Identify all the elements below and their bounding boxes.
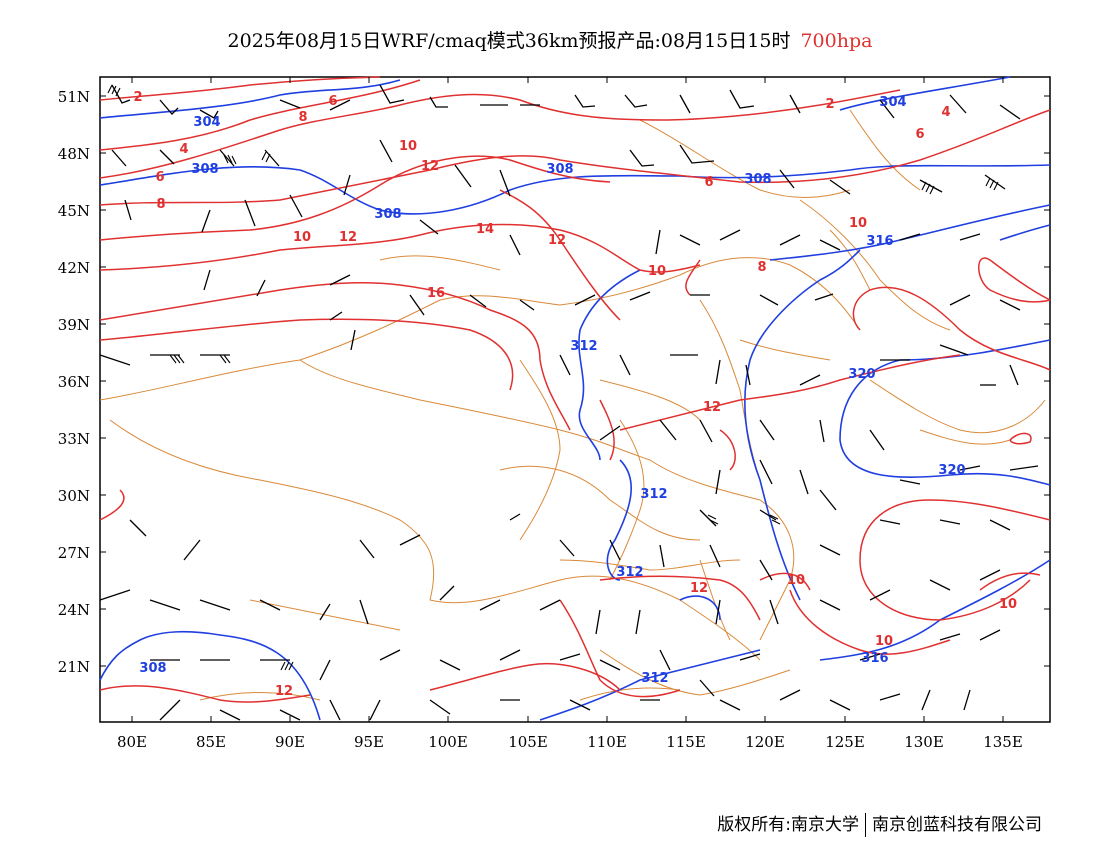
lat-label: 21N: [58, 658, 90, 676]
temp-label: 4: [941, 105, 950, 120]
temp-label: 14: [476, 222, 494, 237]
height-label: 312: [616, 565, 643, 580]
height-label: 312: [641, 671, 668, 686]
height-label: 312: [570, 339, 597, 354]
lon-label: 110E: [587, 733, 627, 751]
lat-label: 30N: [58, 487, 90, 505]
temp-label: 12: [275, 684, 293, 699]
lat-label: 45N: [58, 202, 90, 220]
height-label: 308: [191, 162, 218, 177]
map-title: 2025年08月15日WRF/cmaq模式36km预报产品:08月15日15时 7…: [0, 26, 1100, 53]
wind-barb-ticks: [107, 84, 999, 671]
lon-label: 130E: [904, 733, 944, 751]
latitude-ticks: [100, 95, 1050, 667]
lat-label: 33N: [58, 430, 90, 448]
temp-label: 2: [825, 97, 834, 112]
lat-label: 42N: [58, 259, 90, 277]
temp-label: 6: [915, 127, 924, 142]
temp-label: 10: [787, 573, 805, 588]
height-label: 316: [861, 651, 888, 666]
temperature-labels: 2 4 6 6 8 8 10 12 14 16 10 12 10 10 12 1…: [133, 90, 1017, 699]
height-contours: [99, 76, 1051, 721]
footer-divider: [865, 813, 866, 837]
height-label: 304: [193, 115, 220, 130]
temp-label: 10: [399, 139, 417, 154]
temp-label: 6: [155, 170, 164, 185]
height-label: 312: [640, 487, 667, 502]
latitude-axis: 51N 48N 45N 42N 39N 36N 33N 30N 27N 24N …: [58, 88, 90, 676]
height-labels: 304 308 308 308 304 308 312 312 312 312 …: [139, 95, 965, 686]
lon-label: 135E: [983, 733, 1023, 751]
temperature-contours: [99, 76, 1051, 703]
height-label: 308: [546, 162, 573, 177]
temp-label: 16: [427, 286, 445, 301]
copyright-footer: 版权所有:南京大学 南京创蓝科技有限公司: [717, 810, 1042, 837]
lon-label: 85E: [196, 733, 226, 751]
temp-label: 8: [757, 260, 766, 275]
temp-label: 12: [703, 400, 721, 415]
height-label: 308: [744, 172, 771, 187]
temp-label: 12: [690, 581, 708, 596]
lat-label: 24N: [58, 601, 90, 619]
height-label: 308: [374, 207, 401, 222]
height-label: 320: [848, 367, 875, 382]
temp-label: 8: [156, 197, 165, 212]
lon-label: 115E: [666, 733, 706, 751]
height-label: 320: [938, 463, 965, 478]
longitude-ticks: [131, 77, 1004, 722]
lat-label: 48N: [58, 145, 90, 163]
temp-label: 4: [179, 142, 188, 157]
temp-label: 8: [298, 110, 307, 125]
title-main: 2025年08月15日WRF/cmaq模式36km预报产品:08月15日15时: [227, 30, 791, 52]
height-label: 316: [866, 234, 893, 249]
lat-label: 39N: [58, 316, 90, 334]
lat-label: 27N: [58, 544, 90, 562]
lon-label: 125E: [825, 733, 865, 751]
lon-label: 100E: [428, 733, 468, 751]
temp-label: 12: [548, 233, 566, 248]
lon-label: 105E: [508, 733, 548, 751]
temp-label: 6: [328, 94, 337, 109]
temp-label: 10: [999, 597, 1017, 612]
temp-label: 6: [704, 175, 713, 190]
height-label: 304: [879, 95, 906, 110]
longitude-axis: 80E 85E 90E 95E 100E 105E 110E 115E 120E…: [117, 733, 1023, 751]
lon-label: 120E: [745, 733, 785, 751]
temp-label: 12: [339, 230, 357, 245]
temp-label: 10: [293, 230, 311, 245]
copyright-owner: 版权所有:南京大学: [717, 815, 859, 835]
temp-label: 10: [648, 264, 666, 279]
height-label: 308: [139, 661, 166, 676]
temp-label: 2: [133, 90, 142, 105]
copyright-company: 南京创蓝科技有限公司: [872, 815, 1042, 835]
lon-label: 95E: [354, 733, 384, 751]
lat-label: 51N: [58, 88, 90, 106]
lon-label: 90E: [275, 733, 305, 751]
lon-label: 80E: [117, 733, 147, 751]
wind-barbs: [99, 84, 1039, 721]
title-level: 700hpa: [800, 30, 873, 52]
temp-label: 10: [849, 216, 867, 231]
lat-label: 36N: [58, 373, 90, 391]
temp-label: 10: [875, 634, 893, 649]
boundaries: [99, 109, 1046, 701]
temp-label: 12: [421, 159, 439, 174]
